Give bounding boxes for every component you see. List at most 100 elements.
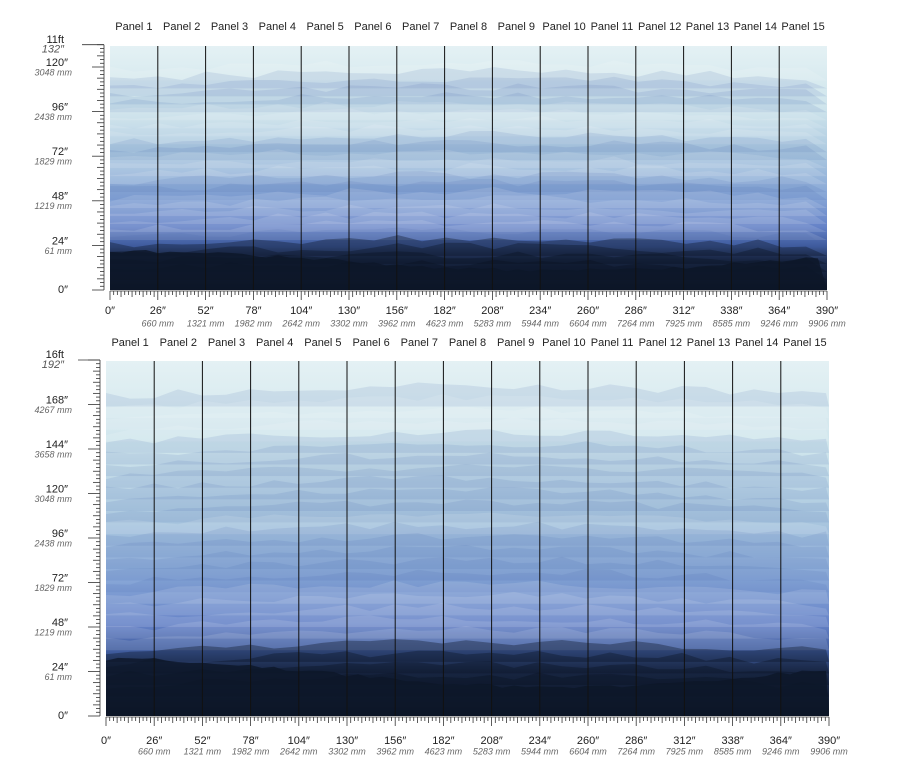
x-tick-mm: 3302 mm — [328, 746, 366, 756]
x-tick-mm: 1982 mm — [235, 318, 273, 328]
mural-stripe — [110, 100, 827, 121]
y-tick-label: 168″ — [46, 394, 68, 406]
y-tick-label: 96″ — [52, 528, 68, 540]
y-tick-label: 0″ — [58, 710, 68, 722]
x-tick-label: 182″ — [432, 735, 454, 747]
mural-stripe — [106, 591, 829, 616]
x-tick-mm: 5944 mm — [521, 746, 559, 756]
panel-label: Panel 4 — [256, 337, 293, 349]
panel-label: Panel 1 — [111, 337, 148, 349]
y-tick-mm: 2438 mm — [33, 112, 72, 122]
y-tick-label: 120″ — [46, 483, 68, 495]
panel-label: Panel 2 — [163, 21, 200, 33]
mural-stripe — [106, 382, 829, 407]
mural-stripe — [106, 556, 829, 581]
mural-stripe — [110, 67, 827, 89]
mural-stripe — [106, 580, 829, 604]
x-tick-label: 338″ — [720, 305, 742, 317]
panel-label: Panel 2 — [160, 337, 197, 349]
panel-label: Panel 4 — [259, 21, 296, 33]
mural-stripe — [110, 203, 827, 224]
panel-label: Panel 5 — [304, 337, 341, 349]
panel-label: Panel 8 — [449, 337, 486, 349]
x-tick-label: 234″ — [529, 735, 551, 747]
mural-stripe — [110, 139, 827, 161]
mural-stripe — [106, 487, 829, 511]
mural-stripe — [110, 60, 827, 81]
diagram: Panel 1 Panel 2 Panel 3 Panel 4 Panel 5 Panel… — [33, 337, 848, 756]
x-tick-mm: 3302 mm — [330, 318, 368, 328]
x-tick-mm: 3962 mm — [376, 746, 414, 756]
mural-stripe — [106, 429, 829, 453]
y-tick-mm: 4267 mm — [34, 405, 72, 415]
mural-hills — [110, 249, 827, 290]
panel-label: Panel 5 — [306, 21, 343, 33]
x-tick-mm: 9906 mm — [808, 318, 846, 328]
panel-label: Panel 6 — [352, 337, 389, 349]
x-tick-label: 312″ — [672, 305, 694, 317]
mural-stripe — [110, 195, 827, 217]
panel-label: Panel 11 — [591, 21, 634, 33]
mural-stripe — [106, 417, 829, 442]
mural-stripe — [110, 149, 827, 169]
x-tick-label: 0″ — [105, 305, 115, 317]
mural-hills — [106, 657, 829, 716]
mural-stripe — [106, 626, 829, 651]
mural-stripe — [106, 603, 829, 628]
panel-label: Panel 14 — [735, 337, 778, 349]
x-tick-label: 104″ — [290, 305, 312, 317]
x-tick-label: 130″ — [338, 305, 360, 317]
mural-image — [110, 46, 827, 290]
mural-stripe — [106, 394, 829, 419]
y-tick-label: 48″ — [52, 617, 68, 629]
x-tick-mm: 7925 mm — [666, 746, 704, 756]
panel-label: Panel 15 — [781, 21, 824, 33]
mural-stripe — [110, 211, 827, 232]
x-tick-label: 364″ — [770, 735, 792, 747]
x-tick-label: 286″ — [625, 305, 647, 317]
mural-stripe — [106, 521, 829, 546]
mural-stripe — [110, 83, 827, 105]
x-tick-label: 52″ — [194, 735, 210, 747]
mural-stripe — [110, 76, 827, 97]
x-tick-mm: 4623 mm — [426, 318, 464, 328]
x-tick-mm: 5944 mm — [521, 318, 559, 328]
mural-stripe — [106, 475, 829, 500]
x-tick-label: 234″ — [529, 305, 551, 317]
x-tick-mm: 5283 mm — [473, 746, 511, 756]
x-tick-label: 208″ — [480, 735, 502, 747]
x-tick-label: 260″ — [577, 305, 599, 317]
y-tick-mm: 3048 mm — [34, 494, 72, 504]
panel-label: Panel 9 — [498, 21, 535, 33]
y-tick-label: 96″ — [52, 102, 68, 114]
x-tick-label: 130″ — [336, 735, 358, 747]
y-tick-label: 72″ — [52, 146, 68, 158]
panel-label: Panel 12 — [638, 21, 681, 33]
panel-label: Panel 1 — [115, 21, 152, 33]
mural-stripe — [106, 533, 829, 558]
x-tick-mm: 2642 mm — [281, 318, 320, 328]
y-tick-label: 120″ — [46, 57, 68, 69]
x-tick-label: 0″ — [101, 735, 111, 747]
x-tick-mm: 8585 mm — [714, 746, 752, 756]
mural-stripe — [106, 512, 829, 535]
height-label: 11ft — [46, 34, 64, 46]
x-tick-label: 78″ — [243, 735, 259, 747]
y-tick-mm: 3658 mm — [34, 449, 72, 459]
x-tick-mm: 5283 mm — [474, 318, 512, 328]
mural-stripe — [110, 219, 827, 240]
panel-label: Panel 13 — [687, 337, 730, 349]
x-tick-label: 78″ — [245, 305, 261, 317]
mural-stripe — [110, 124, 827, 145]
mural-stripe — [110, 115, 827, 137]
mural-stripe — [106, 639, 829, 662]
x-tick-label: 286″ — [625, 735, 647, 747]
x-tick-mm: 1321 mm — [187, 318, 225, 328]
y-tick-mm: 1219 mm — [34, 627, 72, 637]
mural-stripe — [106, 464, 829, 488]
mural-stripe — [106, 650, 829, 674]
mural-stripe — [110, 178, 827, 201]
y-tick-mm: 1219 mm — [34, 201, 72, 211]
mural-stripe — [110, 186, 827, 209]
